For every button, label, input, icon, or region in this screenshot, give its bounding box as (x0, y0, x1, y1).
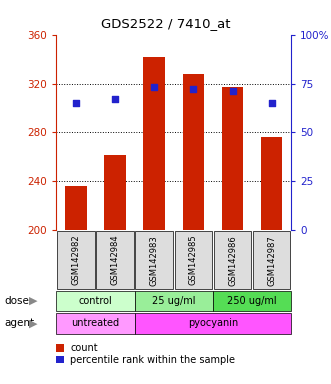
Text: GSM142986: GSM142986 (228, 235, 237, 286)
Bar (65, 186, 87, 230)
Bar (57, 231, 95, 289)
Text: GSM142982: GSM142982 (71, 235, 80, 285)
Point (113, 96, 118, 102)
Bar (104, 154, 126, 230)
Text: dose: dose (4, 296, 29, 306)
Bar (56, 313, 135, 334)
Bar (135, 291, 213, 311)
Text: GSM142984: GSM142984 (111, 235, 119, 285)
Text: agent: agent (4, 318, 34, 328)
Bar (135, 313, 291, 334)
Text: GDS2522 / 7410_at: GDS2522 / 7410_at (101, 17, 230, 30)
Text: pyocyanin: pyocyanin (188, 318, 238, 328)
Bar (261, 137, 282, 230)
Bar (183, 74, 204, 230)
Bar (56, 291, 135, 311)
Point (230, 88, 235, 94)
Text: control: control (78, 296, 112, 306)
Text: ▶: ▶ (29, 296, 37, 306)
Point (269, 100, 274, 106)
Bar (96, 231, 134, 289)
Text: untreated: untreated (71, 318, 119, 328)
Bar (222, 87, 243, 230)
Text: GSM142987: GSM142987 (267, 235, 276, 286)
Bar (253, 231, 291, 289)
Text: GSM142983: GSM142983 (150, 235, 159, 286)
Text: ▶: ▶ (29, 318, 37, 328)
Text: 25 ug/ml: 25 ug/ml (152, 296, 196, 306)
Text: percentile rank within the sample: percentile rank within the sample (70, 354, 235, 365)
Bar (213, 291, 291, 311)
Text: 250 ug/ml: 250 ug/ml (227, 296, 277, 306)
Text: count: count (70, 343, 98, 353)
Bar (143, 56, 165, 230)
Text: GSM142985: GSM142985 (189, 235, 198, 285)
Point (191, 86, 196, 93)
Bar (214, 231, 251, 289)
Point (73, 100, 78, 106)
Point (152, 84, 157, 91)
Bar (135, 231, 173, 289)
Bar (174, 231, 212, 289)
